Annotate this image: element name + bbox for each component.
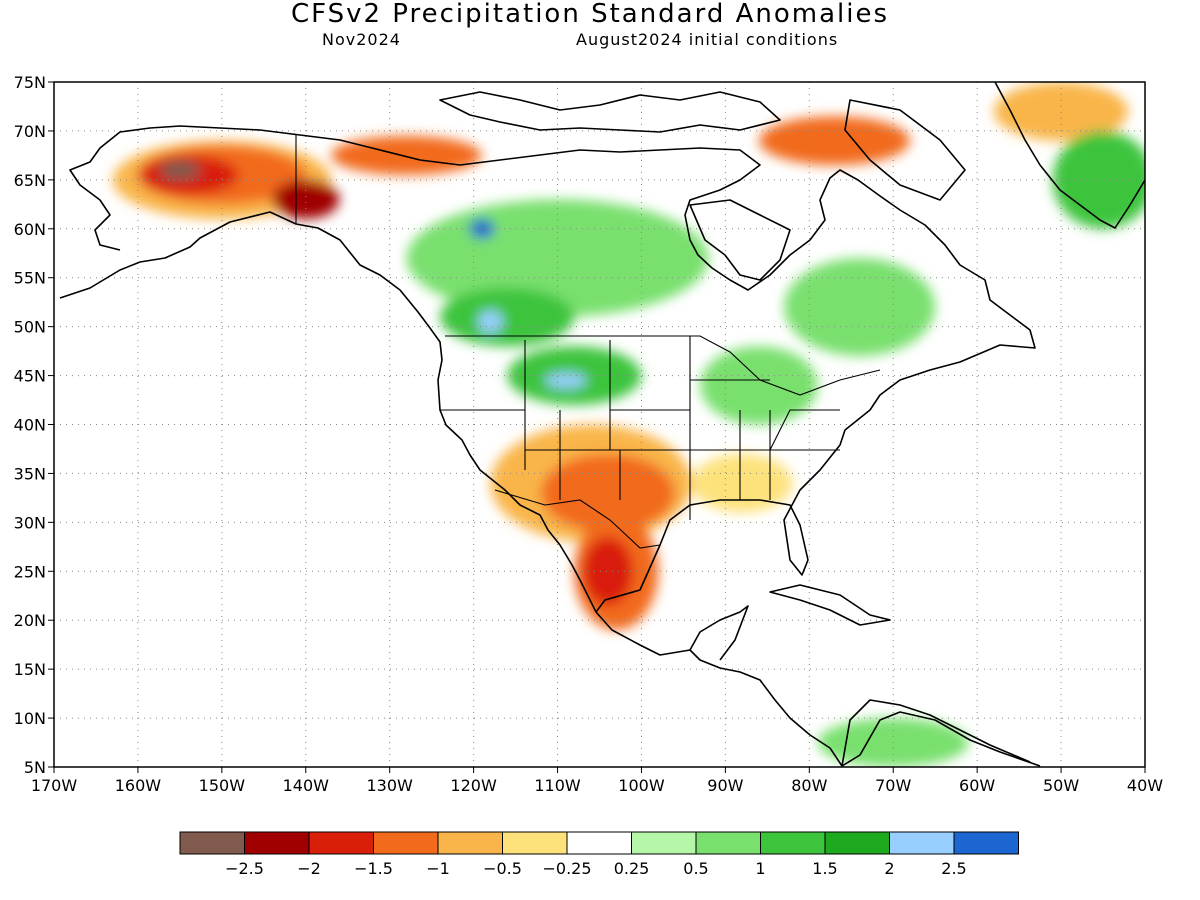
east-coast — [841, 711, 1041, 767]
south-america — [841, 699, 1031, 767]
axis-ticks: 170W 160W 150W 140W 130W 120W 110W 100W 90W 80W 70… — [14, 73, 1164, 795]
lon-tick-label: 150W — [199, 776, 246, 795]
anomaly-great-lakes-wet — [700, 346, 818, 425]
lat-tick-label: 60N — [14, 220, 46, 239]
lon-tick-label: 140W — [283, 776, 330, 795]
lon-tick-label: 70W — [875, 776, 911, 795]
legend-label: −1.5 — [354, 859, 393, 878]
state-lines-west — [440, 336, 691, 520]
anomaly-alaska-dry-max — [158, 160, 201, 180]
lat-tick-label: 65N — [14, 171, 46, 190]
lat-tick-label: 20N — [14, 611, 46, 630]
legend-label: −2.5 — [225, 859, 264, 878]
political-borders — [295, 135, 881, 549]
anomaly-montana-wet-blue — [544, 372, 587, 389]
lon-tick-label: 130W — [367, 776, 414, 795]
legend-label: 2 — [884, 859, 894, 878]
legend-swatch — [631, 831, 697, 855]
north-america-coastline — [59, 211, 843, 767]
legend-swatch — [953, 831, 1019, 855]
state-lines-east — [690, 379, 840, 500]
legend-label: 0.5 — [683, 859, 708, 878]
arctic-islands — [439, 91, 781, 133]
legend-swatch — [824, 831, 890, 855]
lat-tick-label: 55N — [14, 269, 46, 288]
legend-label: −1 — [426, 859, 450, 878]
lat-tick-label: 75N — [14, 73, 46, 92]
anomaly-southwest-dry-core — [540, 453, 676, 533]
lat-tick-label: 5N — [24, 758, 46, 777]
lat-tick-label: 40N — [14, 416, 46, 435]
lon-tick-label: 80W — [791, 776, 827, 795]
legend-swatch — [502, 831, 568, 855]
lat-tick-label: 10N — [14, 709, 46, 728]
lat-tick-label: 30N — [14, 513, 46, 532]
legend-label: 1 — [755, 859, 765, 878]
legend-label: −0.5 — [483, 859, 522, 878]
greenland-coast — [994, 82, 1145, 229]
legend-swatch — [308, 831, 374, 855]
legend-swatch — [437, 831, 503, 855]
lon-tick-label: 60W — [959, 776, 995, 795]
anomaly-field — [112, 82, 1145, 767]
anomaly-canada-wet-core — [440, 287, 575, 347]
initial-conditions: August2024 initial conditions — [576, 30, 839, 49]
anomaly-nwt-wet-blue — [469, 219, 495, 239]
legend-swatch — [889, 831, 955, 855]
anomaly-greenland-dry — [993, 82, 1129, 141]
legend-swatch — [373, 831, 439, 855]
lon-tick-label: 110W — [534, 776, 581, 795]
lat-tick-label: 25N — [14, 562, 46, 581]
lat-tick-label: 70N — [14, 122, 46, 141]
anomaly-arctic-coast-dry — [330, 135, 483, 175]
lat-tick-label: 35N — [14, 464, 46, 483]
cuba — [769, 584, 891, 626]
lon-tick-label: 50W — [1043, 776, 1079, 795]
legend-swatch — [695, 831, 761, 855]
yucatan — [689, 605, 749, 661]
legend-swatch — [760, 831, 826, 855]
legend-label: 2.5 — [941, 859, 966, 878]
coastlines — [59, 82, 1145, 767]
lon-tick-label: 170W — [31, 776, 78, 795]
lat-tick-label: 45N — [14, 367, 46, 386]
hudson-bay — [689, 199, 791, 281]
anomaly-baffin-dry — [758, 116, 911, 166]
anomaly-quebec-wet — [784, 258, 936, 357]
baffin-island — [844, 99, 966, 201]
gulf-coast — [69, 125, 1036, 613]
anomaly-greenland-wet — [1052, 130, 1145, 229]
lon-tick-label: 100W — [618, 776, 665, 795]
legend-label: 0.25 — [614, 859, 650, 878]
lon-tick-label: 40W — [1127, 776, 1163, 795]
anomaly-yukon-dry — [272, 179, 340, 219]
map-title: CFSv2 Precipitation Standard Anomalies — [290, 0, 890, 29]
forecast-month: Nov2024 — [322, 30, 401, 49]
lat-tick-label: 15N — [14, 660, 46, 679]
us-mexico-border — [494, 489, 661, 549]
lon-tick-label: 90W — [707, 776, 743, 795]
lon-tick-label: 160W — [115, 776, 162, 795]
legend-label: −0.25 — [542, 859, 591, 878]
anomaly-southeast-dry — [691, 453, 793, 513]
legend-swatch — [566, 831, 632, 855]
anomaly-canada-wet-blue — [477, 310, 503, 334]
anomaly-mexico-dry-core — [582, 537, 634, 606]
lat-tick-label: 50N — [14, 318, 46, 337]
legend-label: −2 — [297, 859, 321, 878]
legend-swatch — [244, 831, 310, 855]
legend-swatch — [179, 831, 245, 855]
lon-tick-label: 120W — [450, 776, 497, 795]
color-legend: −2.5 −2 −1.5 −1 −0.5 −0.25 0.25 0.5 1 1.5 2 2.5 — [179, 831, 1019, 878]
legend-label: 1.5 — [812, 859, 837, 878]
